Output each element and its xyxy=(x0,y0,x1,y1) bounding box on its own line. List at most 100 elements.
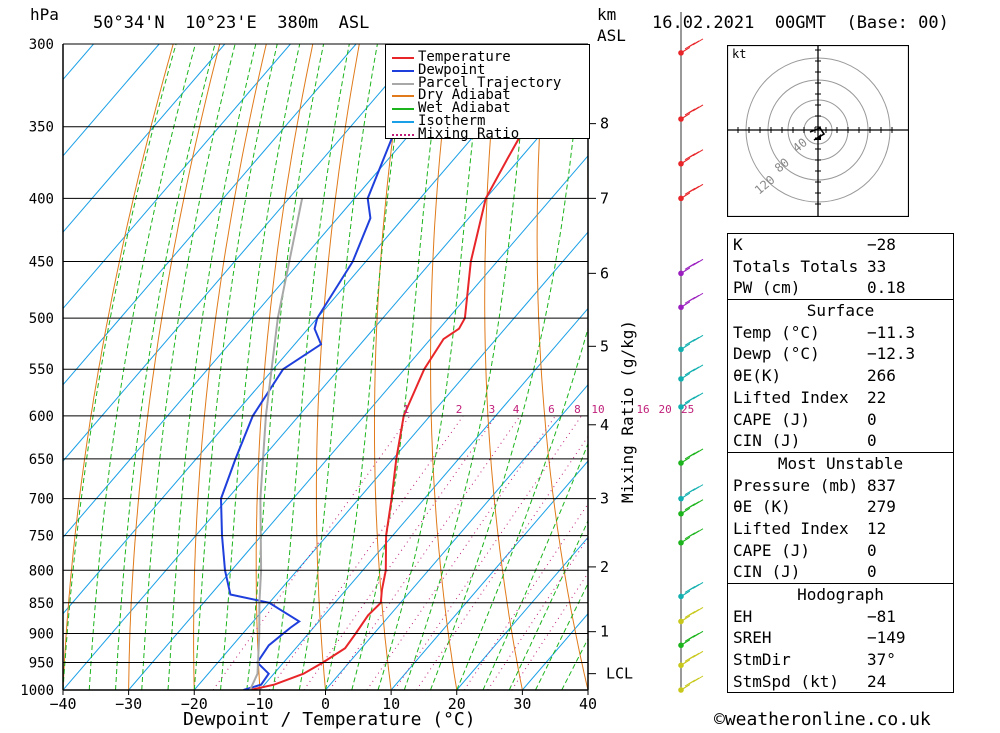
mixing-ratio-line xyxy=(303,415,497,690)
pressure-tick-label: 950 xyxy=(29,655,54,671)
wind-barb xyxy=(680,301,691,308)
legend-swatch xyxy=(392,133,414,136)
wind-barb-flag xyxy=(692,499,704,507)
mu-title: Most Unstable xyxy=(777,453,904,473)
pressure-tick-label: 550 xyxy=(29,362,54,378)
stat-row: CIN (J) 0 xyxy=(728,430,953,452)
stat-value: 22 xyxy=(867,387,887,407)
wind-barb-flag xyxy=(692,38,704,46)
hodo-title: Hodograph xyxy=(797,585,884,604)
stat-label: SREH xyxy=(733,628,772,648)
dry-adiabat-line xyxy=(255,44,314,690)
dry-adiabat-line xyxy=(63,44,174,690)
wind-barb xyxy=(680,683,691,691)
wind-barb xyxy=(680,659,691,666)
isotherm-line xyxy=(63,44,160,157)
wind-barb-dot xyxy=(678,404,684,410)
km-tick-label: 7 xyxy=(600,189,609,207)
pressure-tick-label: 850 xyxy=(29,596,54,612)
dry-adiabat-line xyxy=(536,44,588,690)
x-tick-label: −20 xyxy=(181,695,208,713)
stat-label: EH xyxy=(733,606,753,626)
stat-row: SREH −149 xyxy=(728,627,953,649)
legend-swatch xyxy=(392,95,414,98)
km-tick-label: 6 xyxy=(600,264,609,282)
stat-row: Dewp (°C) −12.3 xyxy=(728,343,953,365)
x-tick-label: −10 xyxy=(246,695,273,713)
wind-barb-flag xyxy=(692,258,704,266)
stat-label: Pressure (mb) xyxy=(733,475,859,495)
wind-barb xyxy=(680,343,691,350)
km-tick-label: LCL xyxy=(606,665,633,683)
mixing-ratio-line xyxy=(212,415,411,690)
wind-barb-flag xyxy=(692,149,704,157)
wind-barb xyxy=(680,615,691,622)
x-tick-label: −30 xyxy=(115,695,142,713)
x-tick-label: 10 xyxy=(382,695,400,713)
isotherm-line xyxy=(390,460,588,690)
x-tick-label: 20 xyxy=(448,695,466,713)
temperature-line xyxy=(249,44,523,690)
legend-swatch xyxy=(392,82,414,85)
wind-barb-flag xyxy=(692,364,704,372)
wind-barb-dot xyxy=(678,495,684,502)
x-tick-label: 0 xyxy=(321,695,330,713)
legend-label: Dewpoint xyxy=(418,61,486,78)
legend-swatch xyxy=(392,57,414,59)
stat-value: 33 xyxy=(867,256,887,276)
wet-adiabat-line xyxy=(115,44,216,690)
hodograph-stats-box: Hodograph EH −81 SREH −149 StmDir 37° StmSpd (k… xyxy=(727,584,954,694)
stat-label: CAPE (J) xyxy=(733,540,811,560)
stat-row: CIN (J) 0 xyxy=(728,561,953,583)
wind-barb xyxy=(680,456,691,464)
stat-row: Pressure (mb) 837 xyxy=(728,475,953,497)
stat-label: K xyxy=(733,235,743,254)
wind-barb xyxy=(680,46,691,54)
stat-value: 24 xyxy=(867,671,887,691)
wind-barb-flag xyxy=(692,650,704,658)
wind-barb-flag xyxy=(692,582,704,589)
mixing-ratio-label: 20 xyxy=(659,403,672,416)
wind-barb xyxy=(680,267,691,274)
pressure-tick-label: 800 xyxy=(29,563,54,579)
mixing-ratio-label: 1 xyxy=(403,403,410,416)
km-tick-label: 3 xyxy=(600,490,609,508)
pressure-tick-label: 350 xyxy=(29,120,54,136)
mixing-ratio-label: 2 xyxy=(456,403,463,416)
wind-barb xyxy=(680,507,691,515)
mixing-ratio-line xyxy=(268,415,464,690)
mixing-ratio-label: 6 xyxy=(548,403,555,416)
x-tick-label: −40 xyxy=(49,695,76,713)
km-tick-label: 1 xyxy=(600,623,609,641)
wind-barb-flag xyxy=(692,484,704,492)
mixing-ratio-label: 8 xyxy=(574,403,581,416)
pressure-tick-label: 1000 xyxy=(20,683,54,699)
wind-barb xyxy=(680,590,691,597)
stat-label: PW (cm) xyxy=(733,278,801,298)
most-unstable-box: Most Unstable Pressure (mb) 837 θE (K) 279 Li… xyxy=(727,452,954,584)
mixing-ratio-line xyxy=(394,415,582,690)
legend: Temperature Dewpoint Parcel Trajectory Dry … xyxy=(385,44,590,142)
legend-label: Temperature xyxy=(418,49,511,65)
wind-barb xyxy=(680,400,691,408)
mixing-ratio-label: 25 xyxy=(681,403,694,416)
legend-label: Mixing Ratio xyxy=(418,125,520,142)
wind-barb-flag xyxy=(692,606,704,614)
stat-row: K −28 xyxy=(728,234,953,256)
surface-box: Surface Temp (°C) −11.3 Dewp (°C) −12.3 θE(K)… xyxy=(727,300,954,453)
isotherm-line xyxy=(63,78,588,690)
hpa-label: hPa xyxy=(30,5,59,24)
datetime-title: 16.02.2021 00GMT (Base: 00) xyxy=(652,13,949,33)
isotherm-line xyxy=(259,307,588,690)
stat-label: θE(K) xyxy=(733,366,782,386)
stat-row: CAPE (J) 0 xyxy=(728,409,953,431)
wind-barb xyxy=(680,536,691,544)
dry-adiabat-line xyxy=(685,44,720,690)
pressure-tick-label: 400 xyxy=(29,191,54,207)
isotherm-line xyxy=(63,44,291,310)
mixing-ratio-label: 16 xyxy=(636,403,649,416)
copyright[interactable]: ©weatheronline.co.uk xyxy=(714,709,931,730)
location-title: 50°34'N 10°23'E 380m ASL xyxy=(93,13,370,33)
wind-barb-flag xyxy=(692,183,704,191)
stat-label: CIN (J) xyxy=(733,562,801,582)
